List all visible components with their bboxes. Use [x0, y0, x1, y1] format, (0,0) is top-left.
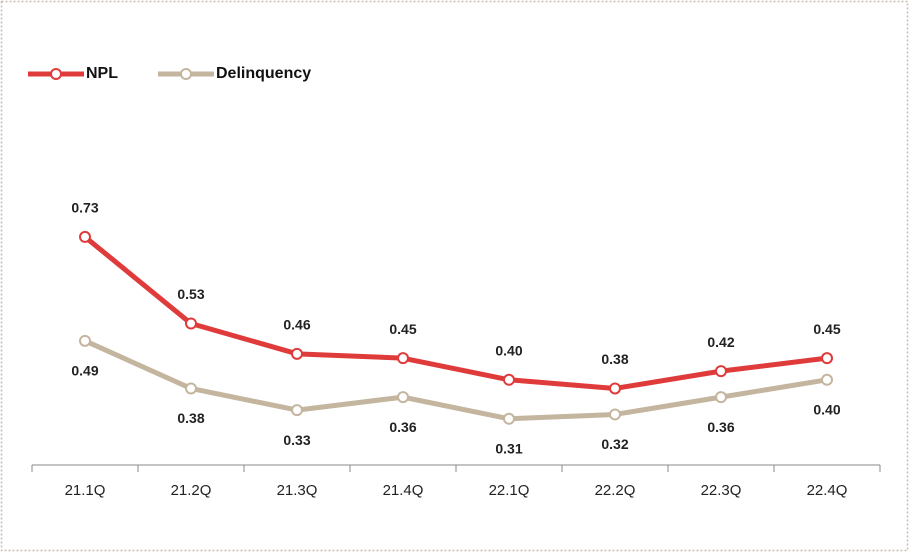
point	[185, 382, 197, 395]
value-label: 0.40	[495, 343, 522, 359]
point	[79, 334, 91, 347]
point	[397, 391, 409, 404]
x-tick-label: 22.1Q	[489, 482, 530, 499]
value-label: 0.38	[601, 351, 628, 367]
value-label: 0.38	[177, 410, 204, 426]
x-tick-label: 21.3Q	[277, 482, 318, 499]
value-label: 0.46	[283, 317, 310, 333]
point	[821, 352, 833, 365]
point	[185, 317, 197, 330]
legend-label: NPL	[86, 65, 118, 82]
x-tick-label: 22.3Q	[701, 482, 742, 499]
value-label: 0.45	[813, 321, 840, 337]
value-label: 0.31	[495, 440, 522, 456]
point	[79, 230, 91, 243]
value-label: 0.53	[177, 286, 204, 302]
x-tick-label: 21.1Q	[65, 482, 106, 499]
point	[291, 404, 303, 417]
legend-marker	[180, 68, 192, 80]
value-label: 0.40	[813, 402, 840, 418]
point	[609, 408, 621, 421]
value-label: 0.45	[389, 321, 416, 337]
value-label: 0.36	[389, 419, 416, 435]
series-line	[83, 338, 828, 422]
point	[397, 352, 409, 365]
x-tick-label: 22.2Q	[595, 482, 636, 499]
x-tick-label: 22.4Q	[807, 482, 848, 499]
value-label: 0.49	[71, 363, 98, 379]
point	[609, 382, 621, 395]
point	[715, 391, 727, 404]
point	[821, 373, 833, 386]
point	[503, 373, 515, 386]
value-label: 0.36	[707, 419, 734, 435]
value-label: 0.33	[283, 432, 310, 448]
point	[291, 347, 303, 360]
legend-marker	[50, 68, 62, 80]
point	[503, 412, 515, 425]
value-label: 0.73	[71, 200, 98, 216]
value-label: 0.42	[707, 334, 734, 350]
x-tick-label: 21.2Q	[171, 482, 212, 499]
series-line	[83, 234, 828, 391]
value-label: 0.32	[601, 436, 628, 452]
legend-label: Delinquency	[216, 65, 311, 82]
point	[715, 365, 727, 378]
x-tick-label: 21.4Q	[383, 482, 424, 499]
